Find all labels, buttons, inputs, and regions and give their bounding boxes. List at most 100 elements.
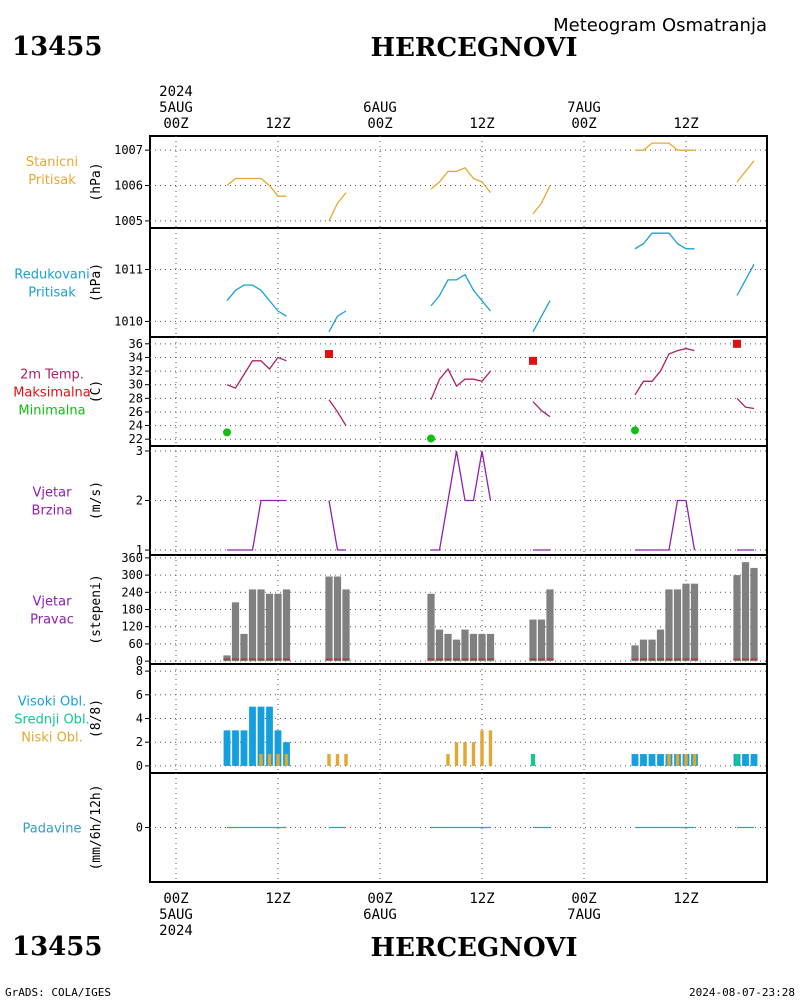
panel-label-temp: 2m Temp. bbox=[20, 368, 84, 383]
time-label-bottom: 2024 bbox=[159, 923, 193, 939]
time-label-top: 2024 bbox=[159, 84, 193, 100]
time-label-bottom: 5AUG bbox=[159, 907, 193, 923]
y-tick-label-stanicni: 1007 bbox=[114, 143, 143, 157]
bar-pravac bbox=[427, 593, 435, 662]
bar-oblaci bbox=[454, 742, 459, 766]
bar-pravac bbox=[342, 589, 350, 662]
y-tick-label-pravac: 300 bbox=[121, 568, 143, 582]
bar-oblaci bbox=[259, 754, 263, 766]
y-tick-label-pravac: 360 bbox=[121, 551, 143, 565]
bar-oblaci bbox=[648, 754, 656, 766]
series-line-brzina bbox=[431, 450, 492, 551]
panel-label-temp: Maksimalna bbox=[13, 386, 91, 401]
y-tick-label-pravac: 120 bbox=[121, 620, 143, 634]
series-line-brzina bbox=[635, 499, 696, 551]
time-label-top: 12Z bbox=[673, 116, 698, 132]
bar-oblaci bbox=[692, 754, 697, 766]
panel-label-pravac: Vjetar bbox=[33, 595, 73, 610]
bar-pravac bbox=[546, 589, 554, 662]
bar-oblaci bbox=[684, 754, 688, 766]
axis-unit-brzina: (m/s) bbox=[89, 481, 104, 520]
bar-oblaci bbox=[446, 754, 450, 766]
plot-layer: 100510061007(hPa)StanicniPritisak1010101… bbox=[13, 84, 768, 939]
bar-pravac bbox=[325, 576, 333, 662]
y-tick-label-oblaci: 2 bbox=[136, 735, 143, 749]
panel-label-stanicni: Pritisak bbox=[28, 173, 76, 188]
bar-oblaci bbox=[463, 742, 467, 766]
time-label-top: 00Z bbox=[571, 116, 596, 132]
series-line-redukovani bbox=[328, 310, 347, 333]
panel-frame-redukovani bbox=[149, 227, 768, 338]
series-line-redukovani bbox=[430, 273, 492, 312]
time-label-bottom: 12Z bbox=[469, 891, 494, 907]
y-tick-label-temp: 30 bbox=[129, 378, 143, 392]
bar-pravac bbox=[240, 633, 248, 662]
y-tick-label-temp: 24 bbox=[129, 419, 143, 433]
bar-pravac bbox=[690, 583, 699, 662]
panel-label-brzina: Vjetar bbox=[33, 486, 73, 501]
y-tick-label-pravac: 0 bbox=[136, 654, 143, 668]
y-tick-label-pravac: 60 bbox=[129, 637, 143, 651]
bar-pravac bbox=[478, 633, 486, 662]
y-tick-label-temp: 22 bbox=[129, 432, 143, 446]
bar-pravac bbox=[750, 567, 758, 662]
bar-oblaci bbox=[631, 754, 639, 766]
series-line-stanicni bbox=[328, 192, 347, 222]
bar-pravac bbox=[639, 639, 648, 662]
series-line-brzina bbox=[328, 500, 346, 551]
series-line-stanicni bbox=[226, 177, 287, 197]
bar-pravac bbox=[537, 619, 546, 662]
series-line-temp bbox=[430, 367, 491, 400]
bar-pravac bbox=[469, 633, 478, 662]
bar-pravac bbox=[452, 639, 461, 662]
panel-frame-stanicni bbox=[149, 135, 768, 229]
min-temp-marker bbox=[223, 428, 231, 437]
series-line-redukovani bbox=[532, 300, 551, 333]
station-id-top-label: 13455 bbox=[12, 32, 102, 62]
axis-unit-oblaci: (8/8) bbox=[89, 699, 104, 738]
y-tick-label-redukovani: 1010 bbox=[114, 314, 143, 328]
time-label-top: 6AUG bbox=[363, 100, 397, 116]
bar-pravac bbox=[673, 589, 682, 662]
time-label-top: 7AUG bbox=[567, 100, 601, 116]
bar-pravac bbox=[282, 589, 291, 662]
axis-unit-stanicni: (hPa) bbox=[89, 162, 104, 201]
series-line-stanicni bbox=[532, 185, 551, 215]
time-label-bottom: 00Z bbox=[367, 891, 392, 907]
time-label-bottom: 00Z bbox=[163, 891, 188, 907]
bar-pravac bbox=[231, 602, 240, 662]
bar-pravac bbox=[631, 645, 639, 662]
y-tick-label-temp: 36 bbox=[129, 337, 143, 351]
bar-pravac bbox=[529, 619, 537, 662]
axis-unit-temp: (C) bbox=[89, 380, 104, 403]
series-line-stanicni bbox=[430, 167, 492, 194]
bar-oblaci bbox=[249, 706, 256, 766]
y-tick-label-pravac: 180 bbox=[121, 603, 143, 617]
bar-oblaci bbox=[667, 754, 671, 766]
series-line-temp bbox=[736, 397, 755, 410]
timestamp-label: 2024-08-07-23:28 bbox=[689, 986, 795, 999]
bar-oblaci bbox=[480, 730, 484, 766]
series-line-stanicni bbox=[635, 142, 695, 151]
y-tick-label-oblaci: 8 bbox=[136, 664, 143, 678]
bar-pravac bbox=[486, 633, 495, 662]
bar-pravac bbox=[648, 639, 656, 662]
panel-label-brzina: Brzina bbox=[32, 504, 73, 519]
min-temp-marker bbox=[631, 426, 639, 435]
y-tick-label-oblaci: 6 bbox=[136, 688, 143, 702]
bar-oblaci bbox=[284, 754, 289, 766]
bar-pravac bbox=[274, 593, 282, 662]
bar-pravac bbox=[333, 576, 342, 662]
bar-pravac bbox=[223, 655, 231, 662]
chart-subtitle: Meteogram Osmatranja bbox=[553, 15, 767, 36]
y-tick-label-oblaci: 4 bbox=[136, 712, 143, 726]
max-temp-marker bbox=[733, 339, 741, 348]
time-label-bottom: 12Z bbox=[265, 891, 290, 907]
y-tick-label-stanicni: 1006 bbox=[114, 179, 143, 193]
series-line-redukovani bbox=[634, 232, 695, 250]
bar-pravac bbox=[435, 629, 444, 662]
y-tick-label-temp: 28 bbox=[129, 391, 143, 405]
bar-oblaci bbox=[335, 754, 340, 766]
bar-oblaci bbox=[274, 730, 282, 766]
